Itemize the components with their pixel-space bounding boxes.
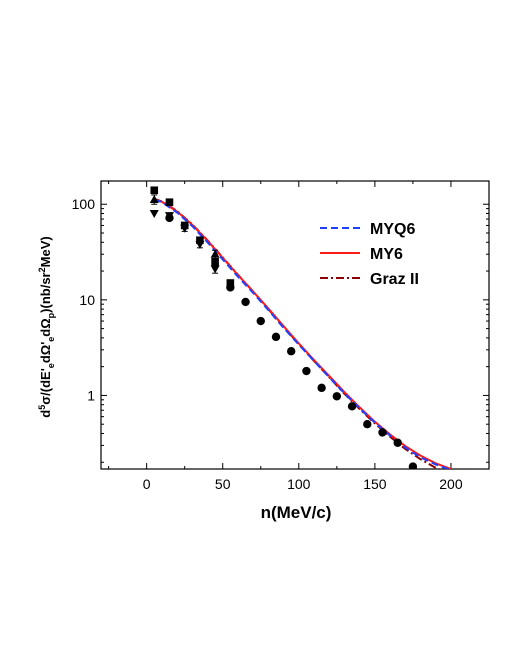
x-tick-label: 150 bbox=[363, 476, 387, 492]
data-point-circle bbox=[393, 438, 402, 447]
data-point-square bbox=[150, 186, 159, 195]
legend-label: MYQ6 bbox=[370, 221, 415, 238]
data-point-circle bbox=[363, 420, 372, 429]
x-axis-ticks: 0 50 100 150 200 bbox=[108, 181, 490, 492]
data-point-square bbox=[226, 279, 235, 287]
data-point-triangle-up bbox=[210, 249, 220, 258]
plot-area-frame bbox=[100, 180, 490, 470]
x-tick-label: 100 bbox=[287, 476, 311, 492]
data-point-triangle-down bbox=[195, 240, 205, 249]
x-tick-label: 50 bbox=[215, 476, 231, 492]
data-point-triangle-down bbox=[149, 209, 159, 218]
y-axis-title: d5σ/(dE'edΩ'edΩp)(nb/sr2MeV) bbox=[37, 236, 56, 417]
data-point-circle bbox=[347, 402, 357, 411]
data-point-square bbox=[211, 257, 219, 266]
data-point-square bbox=[196, 236, 204, 245]
data-point-circle bbox=[286, 347, 296, 356]
data-point-circle bbox=[408, 462, 418, 469]
x-tick-label: 0 bbox=[143, 476, 151, 492]
data-point-circle bbox=[332, 392, 342, 401]
y-tick-label: 10 bbox=[79, 292, 95, 308]
legend-label: MY6 bbox=[370, 246, 403, 263]
y-tick-label: 100 bbox=[72, 196, 96, 212]
data-points-layer bbox=[149, 186, 418, 469]
data-point-circle bbox=[165, 213, 174, 223]
data-point-triangle-down bbox=[210, 265, 220, 274]
data-point-circle bbox=[271, 332, 281, 342]
y-tick-label: 1 bbox=[87, 387, 95, 403]
data-point-triangle-up bbox=[149, 195, 159, 204]
svg-text:d5σ/(dE'edΩ'edΩp)(nb/sr2MeV): d5σ/(dE'edΩ'edΩp)(nb/sr2MeV) bbox=[37, 236, 56, 417]
legend-label: Graz II bbox=[370, 271, 419, 288]
x-tick-label: 200 bbox=[439, 476, 463, 492]
y-axis-ticks: 1 10 100 bbox=[72, 196, 489, 463]
data-point-circle bbox=[378, 428, 387, 437]
data-point-circle bbox=[302, 366, 311, 376]
legend: MYQ6 MY6 Graz II bbox=[320, 221, 419, 288]
x-axis-title: n(MeV/c) bbox=[261, 503, 332, 522]
data-point-triangle-down bbox=[180, 224, 190, 233]
data-point-circle bbox=[317, 383, 326, 393]
data-point-circle bbox=[226, 283, 235, 292]
data-point-circle bbox=[241, 297, 250, 307]
data-point-circle bbox=[256, 316, 265, 326]
data-point-square bbox=[165, 198, 174, 207]
